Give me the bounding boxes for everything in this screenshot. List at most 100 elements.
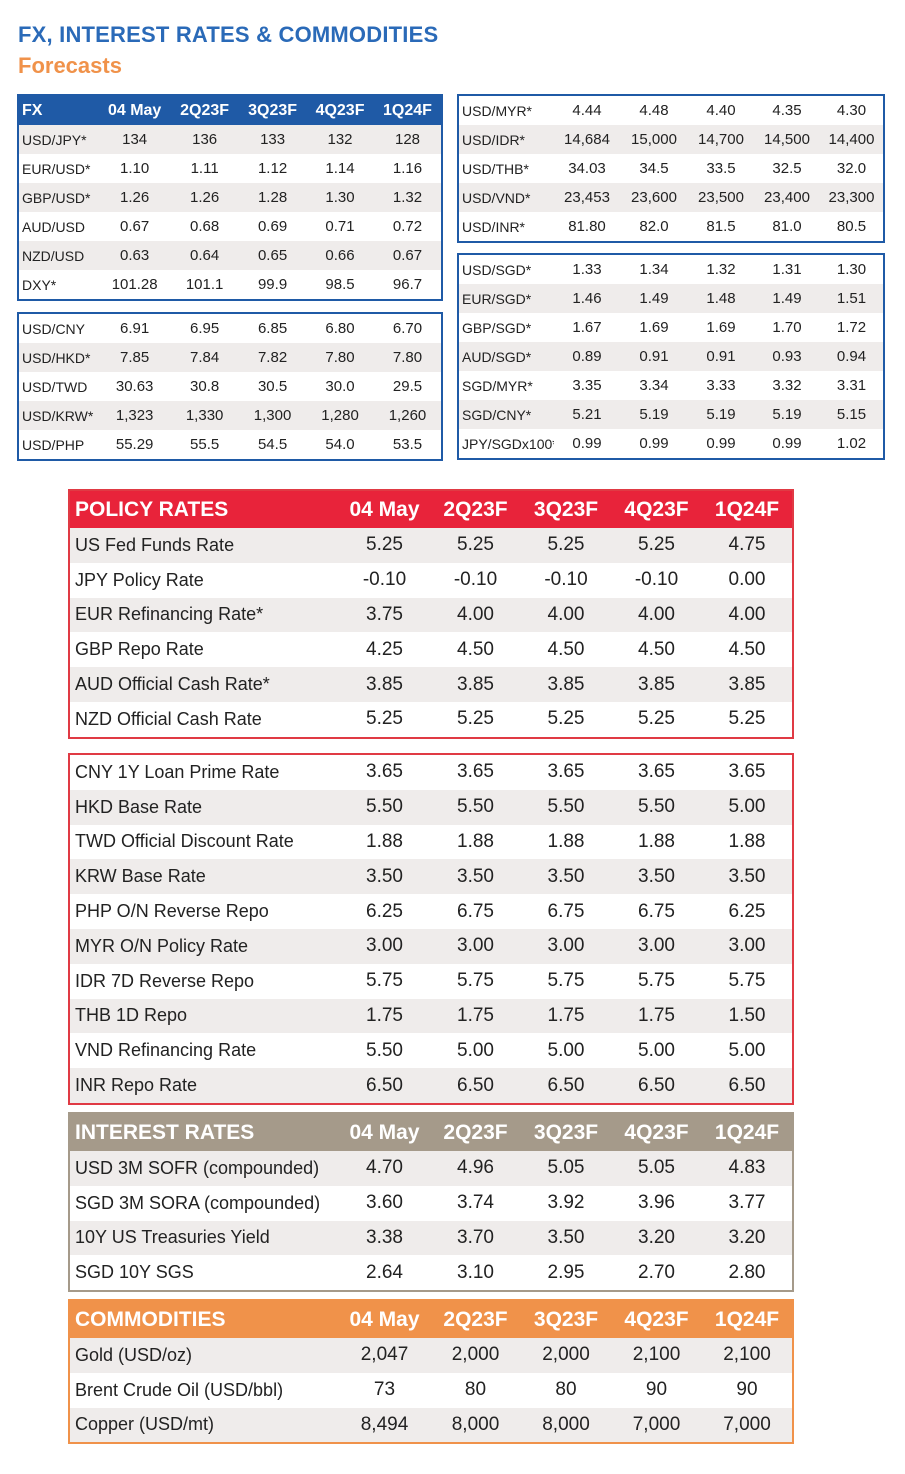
table-row: PHP O/N Reverse Repo 6.25 6.75 6.75 6.75 6.25 <box>69 894 793 929</box>
table-cell: 32.5 <box>772 160 802 177</box>
table-cell: 3.65 <box>457 761 494 783</box>
table-row: USD/MYR* 4.44 4.48 4.40 4.35 4.30 <box>458 95 884 125</box>
table-cell: 5.05 <box>611 1151 702 1186</box>
table-cell: 1.75 <box>430 998 521 1034</box>
table-cell: 0.91 <box>620 342 688 371</box>
row-label: USD/PHP <box>22 436 85 453</box>
table-cell: 1.48 <box>688 284 754 313</box>
table-cell: 14,700 <box>688 125 754 154</box>
table-cell: 134 <box>99 125 171 154</box>
table-cell: 2,000 <box>430 1338 521 1373</box>
row-label: MYR O/N Policy Rate <box>69 928 339 964</box>
interest-rates-table: INTEREST RATES 04 May 2Q23F 3Q23F 4Q23F 1Q24F… <box>68 1112 794 1293</box>
table-cell: 6.75 <box>457 900 494 922</box>
table-cell: 3.65 <box>638 761 675 783</box>
row-label: 10Y US Treasuries Yield <box>69 1220 339 1256</box>
table-title: POLICY RATES <box>69 490 339 528</box>
row-label: HKD Base Rate <box>69 789 339 825</box>
table-cell: 1.49 <box>620 284 688 313</box>
commodities-table: COMMODITIES 04 May 2Q23F 3Q23F 4Q23F 1Q24F Gol… <box>68 1299 794 1445</box>
column-header: 4Q23F <box>306 95 374 125</box>
table-cell: 53.5 <box>392 436 423 453</box>
table-row: Gold (USD/oz) 2,047 2,000 2,000 2,100 2,100 <box>69 1338 793 1373</box>
row-label: JPY Policy Rate <box>75 569 204 590</box>
table-row: EUR/SGD* 1.46 1.49 1.48 1.49 1.51 <box>458 284 884 313</box>
table-cell: 32.0 <box>836 160 867 177</box>
table-cell: 1.46 <box>554 284 620 313</box>
table-cell: 5.21 <box>554 400 620 429</box>
table-cell: 6.25 <box>728 900 766 922</box>
table-row: DXY* 101.28 101.1 99.9 98.5 96.7 <box>18 270 442 300</box>
table-cell: 5.25 <box>728 708 766 730</box>
table-cell: 5.25 <box>457 708 494 730</box>
row-label: Gold (USD/oz) <box>69 1338 339 1373</box>
table-cell: 1,323 <box>99 401 171 430</box>
table-cell: 1.31 <box>772 261 802 278</box>
row-label: EUR/SGD* <box>458 284 554 313</box>
table-cell: 30.5 <box>257 378 288 395</box>
table-cell: 1.32 <box>706 261 736 278</box>
table-cell: 1.50 <box>702 998 793 1034</box>
table-row: JPY Policy Rate -0.10 -0.10 -0.10 -0.10 0.00 <box>69 563 793 598</box>
table-cell: 2,100 <box>611 1338 702 1373</box>
table-title: COMMODITIES <box>69 1300 339 1338</box>
table-cell: 4.25 <box>366 638 403 660</box>
row-label: KRW Base Rate <box>69 859 339 895</box>
table-cell: 1.33 <box>572 261 602 278</box>
table-cell: 4.75 <box>702 528 793 563</box>
table-title: FX <box>18 95 100 125</box>
row-label: Copper (USD/mt) <box>69 1407 339 1444</box>
table-cell: 3.96 <box>638 1192 675 1214</box>
row-label: USD/MYR* <box>462 102 533 119</box>
table-row: EUR/USD* 1.10 1.11 1.12 1.14 1.16 <box>18 154 442 183</box>
table-cell: 1.32 <box>374 183 442 212</box>
table-cell: 3.85 <box>339 667 430 702</box>
table-cell: 80 <box>555 1379 577 1401</box>
table-row: AUD/USD 0.67 0.68 0.69 0.71 0.72 <box>18 212 442 241</box>
table-cell: 90 <box>645 1379 668 1401</box>
table-cell: 3.00 <box>430 928 521 964</box>
table-cell: 1.88 <box>366 830 403 852</box>
table-cell: 99.9 <box>257 276 288 293</box>
table-row: USD/SGD* 1.33 1.34 1.32 1.31 1.30 <box>458 254 884 284</box>
table-title: INTEREST RATES <box>69 1113 339 1151</box>
table-cell: 90 <box>736 1379 758 1401</box>
table-cell: 0.00 <box>728 569 766 591</box>
table-cell: 4.50 <box>547 638 585 660</box>
table-cell: 0.63 <box>99 241 171 270</box>
table-cell: 5.50 <box>366 1039 403 1061</box>
table-cell: 4.50 <box>457 638 494 660</box>
table-cell: 3.50 <box>339 859 430 895</box>
table-row: USD/INR* 81.80 82.0 81.5 81.0 80.5 <box>458 212 884 242</box>
table-cell: 2.95 <box>547 1261 585 1283</box>
table-cell: 23,300 <box>820 183 884 212</box>
table-cell: 81.5 <box>706 218 736 235</box>
table-cell: 0.99 <box>706 435 736 452</box>
table-cell: 55.5 <box>190 436 220 453</box>
row-label: IDR 7D Reverse Repo <box>75 970 255 991</box>
table-cell: 3.50 <box>702 859 793 895</box>
column-header: 2Q23F <box>430 490 521 528</box>
table-cell: 1.88 <box>547 830 585 852</box>
table-cell: 3.85 <box>702 667 793 702</box>
table-cell: 4.83 <box>702 1151 793 1186</box>
table-cell: 14,500 <box>754 125 820 154</box>
table-cell: 81.80 <box>568 218 606 235</box>
table-cell: 3.60 <box>366 1192 403 1214</box>
table-row: IDR 7D Reverse Repo 5.75 5.75 5.75 5.75 5.75 <box>69 964 793 999</box>
table-cell: 33.5 <box>706 160 736 177</box>
table-cell: 1.34 <box>639 261 669 278</box>
table-row: NZD Official Cash Rate 5.25 5.25 5.25 5.25 5.… <box>69 702 793 738</box>
table-cell: 1.49 <box>754 284 820 313</box>
table-cell: 0.68 <box>190 218 220 235</box>
column-header: 04 May <box>339 1113 430 1151</box>
table-cell: 5.00 <box>728 1039 766 1061</box>
table-cell: 3.50 <box>611 859 702 895</box>
table-cell: -0.10 <box>362 569 407 591</box>
table-header-row: COMMODITIES 04 May 2Q23F 3Q23F 4Q23F 1Q24F <box>69 1300 793 1338</box>
column-header: 04 May <box>339 490 430 528</box>
table-cell: 54.0 <box>325 436 355 453</box>
table-cell: 101.1 <box>185 276 224 293</box>
table-cell: 4.00 <box>702 597 793 633</box>
table-cell: 4.40 <box>706 102 736 119</box>
